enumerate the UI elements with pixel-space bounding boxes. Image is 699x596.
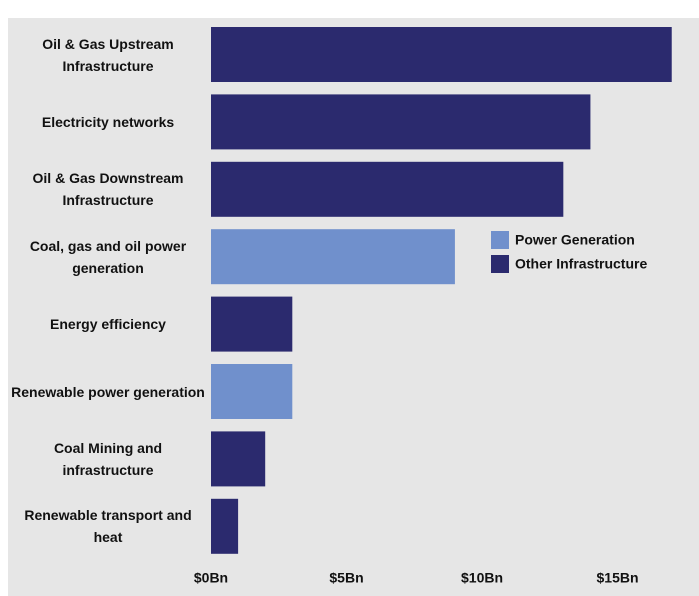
category-label: Coal, gas and oil power generation [29,237,187,276]
bar [211,161,564,217]
legend-label: Power Generation [515,232,635,248]
legend-swatch [491,255,509,273]
x-tick-label: $15Bn [597,570,639,586]
category-label: Renewable power generation [11,383,205,400]
category-label: Electricity networks [41,113,175,130]
x-tick-label: $0Bn [194,570,228,586]
category-label: Coal Mining and infrastructure [53,439,163,478]
bar [211,27,672,82]
bar [211,364,293,419]
legend-label: Other Infrastructure [515,256,647,272]
bar [211,296,293,352]
category-label: Renewable transport and heat [24,507,192,546]
bar [211,431,266,487]
x-tick-label: $10Bn [461,570,503,586]
category-label: Oil & Gas Upstream Infrastructure [42,35,174,74]
bar [211,229,455,285]
category-label: Oil & Gas Downstream Infrastructure [32,170,184,209]
x-tick-label: $5Bn [329,570,363,586]
bar [211,94,591,150]
bar [211,498,239,554]
category-label: Energy efficiency [50,316,166,333]
legend-swatch [491,231,509,249]
